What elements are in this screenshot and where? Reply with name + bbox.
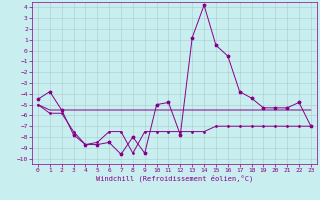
X-axis label: Windchill (Refroidissement éolien,°C): Windchill (Refroidissement éolien,°C)	[96, 175, 253, 182]
